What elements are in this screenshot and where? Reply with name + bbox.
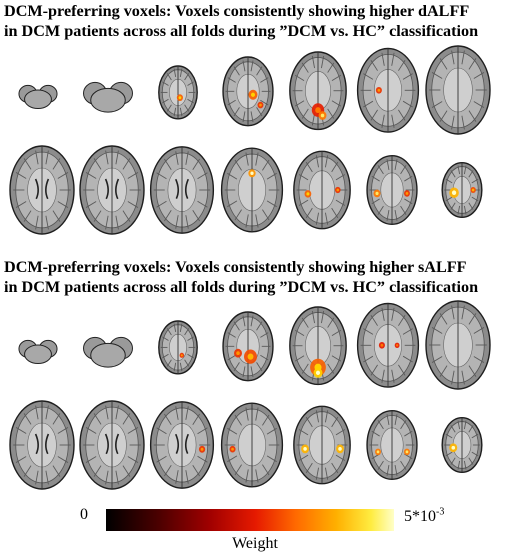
activation-blob-core: [451, 190, 457, 196]
brain-slice: [9, 145, 75, 235]
brain-slice: [222, 311, 274, 382]
brain-slice: [425, 300, 491, 390]
brain-slice: [158, 65, 198, 120]
brain-slice: [79, 145, 145, 235]
brain-slice: [441, 417, 483, 473]
brain-slice: [293, 405, 351, 485]
activation-blob-core: [259, 103, 262, 107]
activation-blob-core: [405, 450, 409, 454]
brain-slice: [356, 47, 420, 133]
activation-blob-core: [336, 188, 340, 192]
activation-blob-core: [338, 446, 342, 451]
activation-blob-core: [451, 445, 456, 450]
brain-slice: [83, 81, 133, 113]
panel-1-title-line-2: in DCM patients across all folds during …: [4, 22, 479, 40]
brain-slice: [356, 302, 420, 388]
panel-1-title: DCM-preferring voxels: Voxels consistent…: [4, 1, 508, 41]
colorbar-gradient: [106, 509, 394, 531]
activation-blob-core: [375, 191, 379, 196]
activation-blob-core: [405, 191, 409, 195]
brain-slice: [18, 339, 58, 365]
activation-blob-core: [303, 446, 307, 451]
brain-slice: [220, 147, 284, 233]
brain-slice: [149, 401, 215, 489]
colorbar-max-exponent: -3: [436, 506, 445, 518]
brain-slice: [222, 56, 274, 127]
activation-blob-core: [250, 92, 256, 97]
activation-blob-core: [320, 113, 325, 118]
colorbar: 0 5*10-3 Weight: [0, 505, 510, 556]
panel-2-title-line-1: DCM-preferring voxels: Voxels consistent…: [4, 258, 467, 276]
activation-blob-core: [380, 343, 384, 347]
panel-2-title-line-2: in DCM patients across all folds during …: [4, 278, 479, 296]
activation-blob-core: [396, 344, 399, 347]
brain-slice: [289, 51, 347, 131]
colorbar-title: Weight: [232, 535, 278, 552]
activation-blob-core: [236, 351, 240, 356]
brain-slice: [293, 150, 351, 230]
activation-blob-core: [247, 353, 254, 360]
activation-blob-core: [306, 192, 310, 196]
colorbar-max-label: 5*10-3: [404, 506, 445, 526]
activation-blob-core: [377, 88, 381, 92]
colorbar-min-label: 0: [80, 506, 88, 523]
brain-slice: [83, 336, 133, 368]
activation-blob-core: [376, 450, 380, 454]
brain-slice: [9, 400, 75, 490]
activation-blob-core: [200, 447, 204, 451]
panel-2-brain-slices: [9, 300, 491, 490]
panel-1-brain-slices: [9, 45, 491, 235]
brain-slice: [149, 146, 215, 234]
brain-slice: [220, 402, 284, 488]
colorbar-max-base: 5*10: [404, 508, 436, 525]
brain-slice: [441, 162, 483, 218]
brain-slice: [79, 400, 145, 490]
activation-blob-core: [250, 171, 254, 176]
brain-slice: [366, 154, 418, 226]
brain-slice: [158, 320, 198, 375]
activation-blob-core: [471, 188, 475, 192]
activation-blob-core: [315, 370, 321, 375]
panel-1-title-line-1: DCM-preferring voxels: Voxels consistent…: [4, 2, 470, 20]
brain-slice: [289, 306, 347, 386]
activation-blob-core: [315, 107, 321, 114]
panel-2-title: DCM-preferring voxels: Voxels consistent…: [4, 257, 508, 297]
brain-slice: [425, 45, 491, 135]
activation-blob-core: [231, 447, 234, 451]
brain-slice: [366, 409, 418, 481]
activation-blob-core: [178, 96, 182, 100]
activation-blob-core: [180, 354, 183, 357]
brain-slice: [18, 84, 58, 110]
